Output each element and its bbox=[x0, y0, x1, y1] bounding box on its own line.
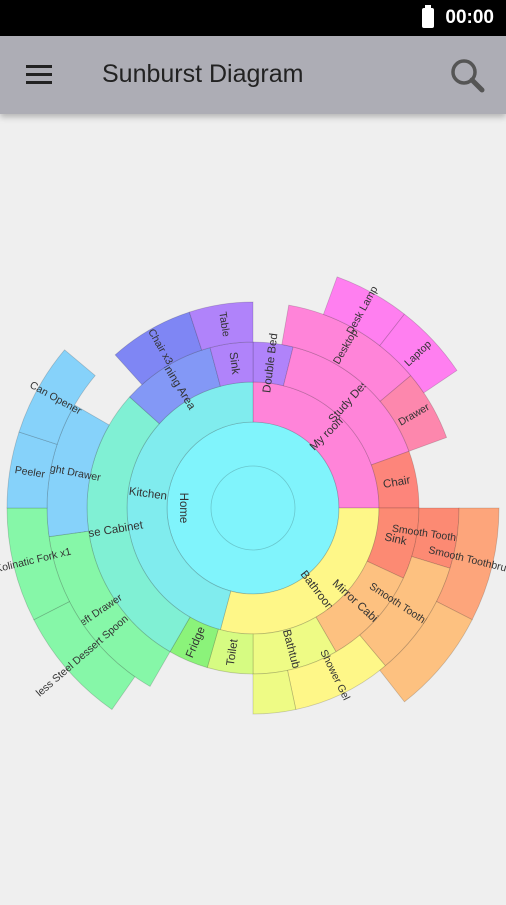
sunburst-segment-peeler[interactable]: Peeler bbox=[6, 431, 58, 509]
sunburst-segment-doublebed[interactable]: Double Bed bbox=[252, 333, 294, 394]
sunburst-segment-bathroom-outer[interactable] bbox=[379, 600, 473, 703]
sunburst-label-toilet: Toilet bbox=[225, 638, 241, 667]
sunburst-segment-table[interactable]: Table bbox=[188, 301, 254, 351]
sunburst-segment-toilet[interactable]: Toilet bbox=[206, 628, 254, 675]
sunburst-segment-fridge[interactable]: Fridge bbox=[169, 616, 219, 669]
sunburst-segment-laptop[interactable]: Laptop bbox=[379, 313, 458, 394]
sunburst-chart-area: Home My room Bathroom Kitchen Double Bed Stud… bbox=[0, 114, 506, 900]
sunburst-label-table: Table bbox=[216, 311, 232, 338]
sunburst-segment-desktop[interactable]: Desktop bbox=[281, 304, 412, 402]
sunburst-segment-drawer[interactable]: Drawer bbox=[379, 375, 448, 452]
sunburst-label-peeler: Peeler bbox=[14, 464, 46, 481]
app-bar: Sunburst Diagram bbox=[0, 36, 506, 114]
sunburst-segment-sink_b[interactable]: Sink bbox=[366, 507, 420, 579]
sunburst-segment-canopener[interactable]: Can Opener bbox=[18, 349, 96, 445]
sunburst-label-sink_k: Sink bbox=[227, 351, 242, 375]
status-bar: 00:00 bbox=[0, 0, 506, 36]
sunburst-segment-chair3[interactable]: Chair x3 bbox=[114, 311, 203, 386]
sunburst-segment-bathtub-extra[interactable] bbox=[252, 669, 297, 715]
sunburst-segment-rightdrawer[interactable]: Right Drawer bbox=[39, 404, 110, 538]
sunburst-label-kitchen: Kitchen bbox=[128, 486, 168, 503]
sunburst-segment-myroom[interactable]: My room bbox=[252, 381, 380, 509]
sunburst-segment-basecab[interactable]: Base Cabinet bbox=[74, 396, 191, 653]
sunburst-segment-showergel[interactable]: Shower Gel bbox=[287, 634, 386, 710]
sunburst-label-sink_b: Sink bbox=[383, 531, 408, 548]
sunburst-label-chair_r: Chair bbox=[382, 474, 411, 491]
search-icon[interactable] bbox=[448, 56, 488, 96]
status-time: 00:00 bbox=[445, 7, 494, 28]
sunburst-segment-sink_k[interactable]: Sink bbox=[209, 341, 254, 387]
hamburger-menu-icon[interactable] bbox=[26, 65, 54, 85]
sunburst-segment-bathtub[interactable]: Bathtub bbox=[252, 616, 337, 675]
page-title: Sunburst Diagram bbox=[102, 60, 304, 88]
sunburst-label-home: Home bbox=[177, 493, 189, 524]
sunburst-segment-fork[interactable]: Kolinatic Fork x1 bbox=[0, 507, 72, 621]
sunburst-segment-desklamp[interactable]: Desk Lamp bbox=[322, 276, 406, 347]
sunburst-segment-chair_r[interactable]: Chair bbox=[370, 450, 420, 509]
battery-icon bbox=[422, 5, 434, 28]
